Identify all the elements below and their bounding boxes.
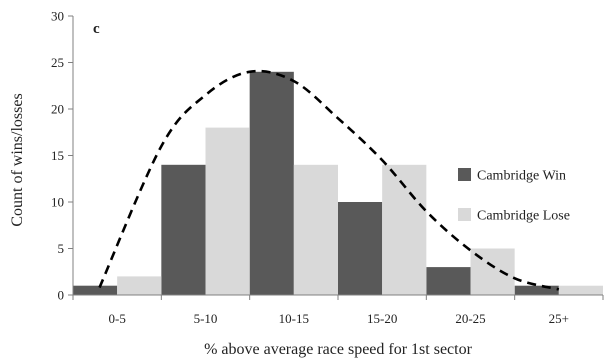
legend-swatch [458, 208, 471, 221]
legend-label: Cambridge Win [477, 169, 566, 184]
x-axis-tick-labels: 0-5 5-10 10-15 15-20 20-25 25+ [72, 295, 604, 326]
y-tick-label: 5 [58, 241, 65, 256]
bars [73, 71, 603, 295]
y-tick-label: 25 [51, 55, 64, 70]
bar-cambridge-win-5-10 [161, 164, 206, 295]
y-tick-label: 20 [51, 102, 64, 117]
bar-cambridge-lose-0-5 [117, 276, 162, 295]
y-axis-ticks: 0 5 10 15 20 25 30 [51, 9, 73, 303]
x-tick-label: 0-5 [108, 311, 125, 326]
legend-label: Cambridge Lose [477, 209, 570, 224]
trend-line [98, 69, 560, 291]
y-axis-title: Count of wins/losses [9, 93, 26, 226]
bar-cambridge-win-25+ [514, 285, 559, 295]
bar-cambridge-lose-25+ [558, 285, 603, 295]
legend-swatch [458, 168, 471, 181]
x-tick-label: 5-10 [194, 311, 218, 326]
bar-cambridge-win-0-5 [73, 285, 118, 295]
x-tick-label: 25+ [549, 311, 569, 326]
y-tick-label: 10 [51, 195, 64, 210]
x-tick-label: 15-20 [367, 311, 397, 326]
bar-cambridge-win-20-25 [426, 267, 471, 295]
bar-cambridge-win-10-15 [249, 71, 294, 295]
bar-cambridge-win-15-20 [338, 202, 383, 295]
x-tick-label: 10-15 [279, 311, 309, 326]
x-tick-label: 20-25 [455, 311, 485, 326]
bar-cambridge-lose-10-15 [293, 164, 338, 295]
x-axis-title: % above average race speed for 1st secto… [204, 341, 473, 358]
bar-cambridge-lose-5-10 [205, 127, 250, 295]
y-tick-label: 0 [58, 288, 65, 303]
panel-label: c [93, 21, 100, 37]
y-tick-label: 30 [51, 9, 64, 24]
legend: Cambridge Win Cambridge Lose [458, 168, 570, 224]
y-tick-label: 15 [51, 148, 64, 163]
